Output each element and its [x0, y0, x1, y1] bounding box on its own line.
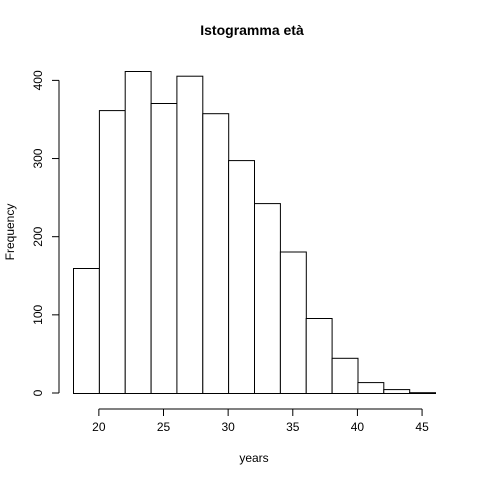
x-axis: 20 25 30 35 40 45 [92, 409, 429, 434]
histogram-bar-0 [74, 269, 100, 394]
x-tick-label: 30 [221, 420, 235, 434]
histogram-bar-9 [306, 319, 332, 394]
histogram-bar-4 [177, 76, 203, 393]
y-tick-label: 300 [31, 148, 45, 168]
x-tick-label: 25 [157, 420, 171, 434]
chart-title: Istogramma età [200, 22, 304, 38]
histogram-bar-5 [203, 114, 229, 394]
y-tick-label: 200 [31, 226, 45, 246]
x-tick-label: 35 [286, 420, 300, 434]
histogram-bar-11 [358, 383, 384, 394]
histogram-bar-6 [229, 161, 255, 394]
y-axis-label: Frequency [3, 204, 17, 261]
histogram-bar-7 [255, 204, 281, 394]
y-tick-label: 0 [31, 389, 45, 396]
histogram-bar-8 [280, 252, 306, 394]
y-axis: 0 100 200 300 400 [31, 70, 59, 396]
x-tick-label: 45 [415, 420, 429, 434]
y-tick-label: 400 [31, 70, 45, 90]
y-tick-label: 100 [31, 305, 45, 325]
histogram-bar-3 [151, 104, 177, 394]
histogram-bar-12 [384, 390, 410, 394]
histogram-bars [74, 72, 436, 394]
histogram-bar-13 [410, 393, 436, 394]
x-axis-label: years [239, 451, 268, 465]
x-tick-label: 20 [92, 420, 106, 434]
histogram-bar-2 [125, 72, 151, 394]
histogram-bar-10 [332, 358, 358, 393]
x-tick-label: 40 [351, 420, 365, 434]
histogram-bar-1 [99, 111, 125, 394]
